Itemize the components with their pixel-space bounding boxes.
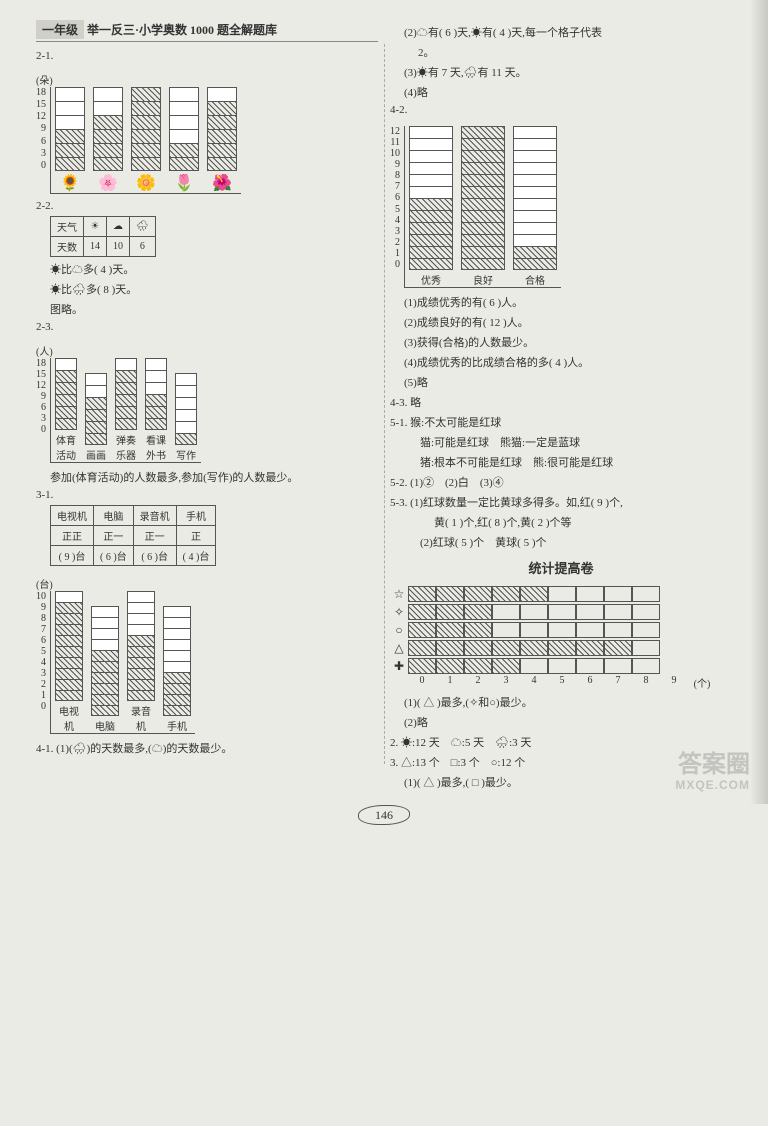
grade-badge: 一年级 xyxy=(36,20,84,39)
q51-l2: 猫:可能是红球 熊猫:一定是蓝球 xyxy=(420,434,732,450)
q23-note: 参加(体育活动)的人数最多,参加(写作)的人数最少。 xyxy=(50,469,378,485)
page-binding-shadow xyxy=(750,0,768,804)
q43: 4-3. 略 xyxy=(390,394,732,410)
elevation-title: 统计提高卷 xyxy=(390,558,732,577)
q42-notes: (1)成绩优秀的有( 6 )人。(2)成绩良好的有( 12 )人。(3)获得(合… xyxy=(404,294,732,390)
q21-label: 2-1. xyxy=(36,50,378,62)
watermark: 答案圈 MXQE.COM xyxy=(675,752,750,792)
q22-label: 2-2. xyxy=(36,200,378,212)
q21-chart: (朵)1815129630🌻🌸🌼🌷🌺 xyxy=(36,72,241,194)
q53-l1: 5-3. (1)红球数量一定比黄球多得多。如,红( 9 )个, xyxy=(390,494,732,510)
page-number: 146 xyxy=(0,808,768,823)
q41c-l1: (2)☁有( 6 )天,☀有( 4 )天,每一个格子代表 xyxy=(404,24,732,40)
horizontal-chart: ☆✧○△✚0123456789(个) xyxy=(390,585,732,690)
q31-chart: (台)109876543210电视机电脑录音机手机 xyxy=(36,576,195,734)
page-header: 一年级 举一反三·小学奥数 1000 题全解题库 xyxy=(36,20,378,42)
q51-l3: 猪:根本不可能是红球 熊:很可能是红球 xyxy=(420,454,732,470)
hchart-note1: (1)( △ )最多,(✧和○)最少。 xyxy=(404,694,732,710)
q22-line2: ☀比🌧多( 8 )天。 xyxy=(50,281,378,297)
q53-l3: (2)红球( 5 )个 黄球( 5 )个 xyxy=(420,534,732,550)
q31-label: 3-1. xyxy=(36,489,378,501)
rq2: 2. ☀:12 天 ☁:5 天 🌧:3 天 xyxy=(390,734,732,750)
book-title: 举一反三·小学奥数 1000 题全解题库 xyxy=(87,23,277,37)
q42-label: 4-2. xyxy=(390,104,732,116)
q41-text: 4-1. (1)(🌧)的天数最多,(☁)的天数最少。 xyxy=(36,740,378,756)
left-column: 一年级 举一反三·小学奥数 1000 题全解题库 2-1. (朵)1815129… xyxy=(30,20,384,794)
q42-chart: 1211109876543210优秀良好合格 xyxy=(390,126,561,288)
column-divider xyxy=(384,44,385,764)
q52: 5-2. (1)② (2)白 (3)④ xyxy=(390,474,732,490)
q22-line3: 图略。 xyxy=(50,301,378,317)
watermark-sub: MXQE.COM xyxy=(675,779,750,792)
q23-label: 2-3. xyxy=(36,321,378,333)
q23-chart: (人)1815129630体育 活动画画弹奏 乐器看课 外书写作 xyxy=(36,343,201,463)
q53-l2: 黄( 1 )个,红( 8 )个,黄( 2 )个等 xyxy=(434,514,732,530)
q41c-l2: (3)☀有 7 天,🌧有 11 天。 xyxy=(404,64,732,80)
q41c-l1b: 2。 xyxy=(418,44,732,60)
q31-table: 电视机电脑录音机手机正正正一正一正( 9 )台( 6 )台( 6 )台( 4 )… xyxy=(50,505,216,566)
q22-table: 天气☀☁🌧天数14106 xyxy=(50,216,156,257)
watermark-main: 答案圈 xyxy=(675,752,750,778)
q51-l1: 5-1. 猴:不太可能是红球 xyxy=(390,414,732,430)
right-column: (2)☁有( 6 )天,☀有( 4 )天,每一个格子代表 2。 (3)☀有 7 … xyxy=(384,20,738,794)
hchart-note2: (2)略 xyxy=(404,714,732,730)
q41c-l3: (4)略 xyxy=(404,84,732,100)
q22-line1: ☀比☁多( 4 )天。 xyxy=(50,261,378,277)
